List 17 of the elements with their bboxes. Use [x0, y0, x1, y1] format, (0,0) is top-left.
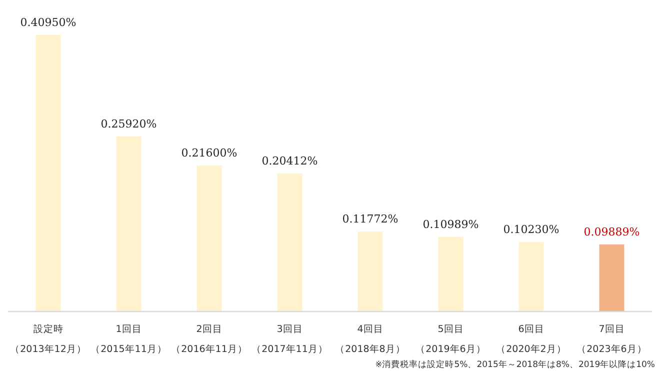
- data-label: 0.25920%: [100, 117, 157, 130]
- data-label: 0.11772%: [342, 212, 398, 226]
- data-label: 0.09889%: [584, 225, 640, 238]
- x-tick-label: 5回目（2019年6月）: [416, 324, 486, 355]
- x-tick-label: 6回目（2020年2月）: [496, 324, 566, 355]
- text: ※消費税率は設定時5%、2015年～2018年は8%、2019年以降は10%: [375, 359, 655, 370]
- data-label: 0.10989%: [422, 218, 479, 231]
- x-tick-label: 7回目（2023年6月）: [576, 324, 647, 355]
- data-label: 0.21600%: [181, 146, 238, 160]
- data-label: 0.20412%: [262, 154, 318, 168]
- x-tick-label: 設定時（2013年12月）: [10, 323, 86, 355]
- data-label: 0.40950%: [20, 16, 76, 29]
- x-tick-label: 3回目（2017年11月）: [252, 324, 328, 355]
- x-tick-label: 1回目（2015年11月）: [90, 324, 167, 355]
- x-tick-label: 4回目（2018年8月）: [335, 324, 406, 355]
- x-tick-label: 2回目（2016年11月）: [171, 324, 248, 355]
- data-label: 0.10230%: [503, 223, 560, 236]
